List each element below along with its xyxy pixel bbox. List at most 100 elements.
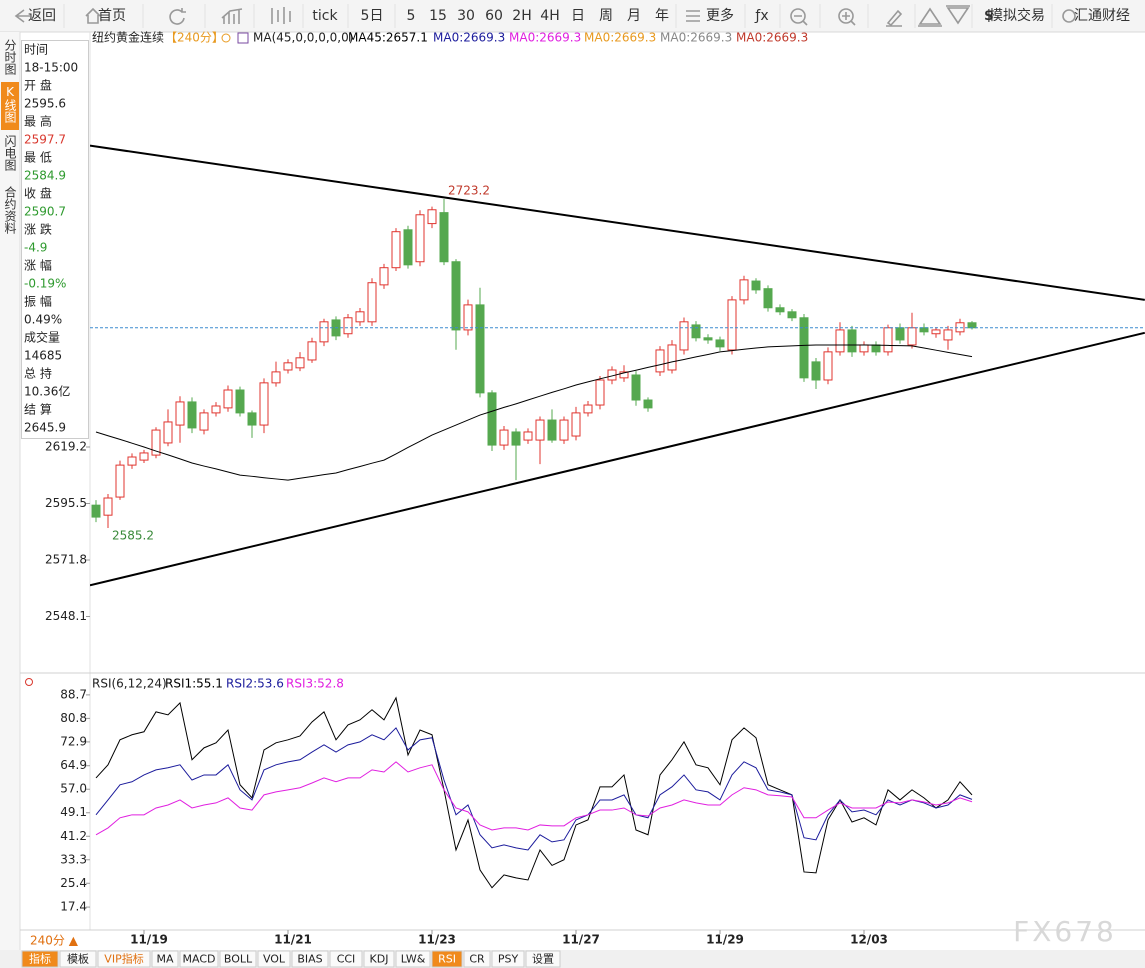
toolbar-button[interactable]: ƒx <box>754 8 768 24</box>
x-tick-label: 11/23 <box>418 933 456 947</box>
toolbar-button[interactable]: 汇通财经 <box>1074 8 1130 24</box>
y-tick-label: 72.9 <box>60 734 87 748</box>
side-tab[interactable]: 闪电图 <box>3 135 17 171</box>
candle-body <box>379 267 389 286</box>
candle-body <box>751 280 761 291</box>
candle-body <box>439 212 449 263</box>
toolbar-button[interactable]: 月 <box>627 8 641 24</box>
bottom-tab-bg <box>21 950 59 968</box>
bottom-tab[interactable]: CCI <box>337 953 356 966</box>
candle-body <box>691 324 701 339</box>
candle-body <box>91 504 101 518</box>
y-tick-label: 17.4 <box>60 900 87 914</box>
info-value: 2595.6 <box>24 97 66 111</box>
toolbar-button[interactable]: tick <box>312 8 338 24</box>
period-label: 【240分】 <box>165 31 224 45</box>
bottom-tab-bg <box>491 950 525 968</box>
info-value: 2597.7 <box>24 133 66 147</box>
info-value: 0.49% <box>24 313 62 327</box>
candle-body <box>703 337 713 341</box>
info-label: 时间 <box>24 43 48 57</box>
info-value: 2645.9 <box>24 421 66 435</box>
candle-body <box>115 464 125 498</box>
toolbar-button[interactable]: 5 <box>407 8 416 24</box>
side-tab[interactable]: 分时图 <box>3 39 17 75</box>
bottom-tab[interactable]: 指标 <box>29 952 51 966</box>
bottom-tab[interactable]: KDJ <box>370 953 389 966</box>
toolbar-button[interactable]: 2H <box>512 8 531 24</box>
candle-body <box>655 349 665 373</box>
toolbar-button[interactable]: 15 <box>429 8 447 24</box>
candle-body <box>523 431 533 441</box>
candle-body <box>871 344 881 353</box>
bottom-tab[interactable]: CR <box>469 953 485 966</box>
bottom-tab-bg <box>291 950 329 968</box>
legend-entry: MA0:2669.3 <box>433 31 505 45</box>
toolbar-button[interactable]: 4H <box>540 8 559 24</box>
side-bar <box>0 32 20 968</box>
info-value: 2590.7 <box>24 205 66 219</box>
side-tab[interactable]: K线图 <box>3 85 17 123</box>
side-tab[interactable]: 合约资料 <box>3 185 17 234</box>
down-triangle-icon <box>946 5 970 25</box>
toolbar-button[interactable]: 日 <box>571 8 585 24</box>
low-annotation: 2585.2 <box>112 529 154 543</box>
toolbar-button[interactable]: 首页 <box>98 8 126 24</box>
candle-body <box>283 362 293 371</box>
bottom-tab[interactable]: RSI <box>438 953 456 966</box>
bottom-tab-bg <box>257 950 291 968</box>
bottom-tab[interactable]: PSY <box>498 953 519 966</box>
period-button[interactable]: 240分 ▲ <box>30 934 79 948</box>
candle-body <box>931 329 941 335</box>
info-value: 18-15:00 <box>24 61 78 75</box>
bottom-tab-bg <box>463 950 491 968</box>
bottom-tab-bg <box>329 950 363 968</box>
toolbar-button[interactable]: 5日 <box>361 8 384 24</box>
y-tick-label: 25.4 <box>60 876 87 890</box>
candle-body <box>427 209 437 225</box>
bottom-tab[interactable]: BIAS <box>297 953 322 966</box>
info-value: -0.19% <box>24 277 66 291</box>
toolbar-button[interactable]: 60 <box>485 8 503 24</box>
candle-body <box>151 429 161 456</box>
legend-entry: RSI1:55.1 <box>165 677 223 691</box>
indicator-label: MA(45,0,0,0,0,0) <box>253 31 353 45</box>
pen-icon <box>886 9 903 27</box>
legend-entry: RSI3:52.8 <box>286 677 344 691</box>
bottom-tab[interactable]: MACD <box>183 953 216 966</box>
bottom-tab[interactable]: LW& <box>401 953 426 966</box>
candle-body <box>247 412 257 426</box>
candle-body <box>259 382 269 426</box>
x-tick-label: 11/27 <box>562 933 600 947</box>
toolbar-button[interactable]: 周 <box>599 8 613 24</box>
candle-body <box>967 322 977 329</box>
candle-body <box>319 321 329 343</box>
bottom-tab[interactable]: 设置 <box>532 953 554 966</box>
candle-body <box>223 389 233 409</box>
toolbar-button[interactable]: 模拟交易 <box>989 7 1045 24</box>
legend-entry: RSI2:53.6 <box>226 677 284 691</box>
toolbar-button[interactable]: 30 <box>457 8 475 24</box>
candle-body <box>343 317 353 335</box>
candle-body <box>823 351 833 381</box>
dollar-icon: $ <box>984 8 994 24</box>
toolbar-button[interactable]: 更多 <box>706 7 734 24</box>
bottom-tab[interactable]: BOLL <box>224 953 253 966</box>
info-value: 14685 <box>24 349 62 363</box>
info-value: -4.9 <box>24 241 47 255</box>
toolbar-button[interactable]: 返回 <box>28 8 56 24</box>
x-tick-label: 11/19 <box>130 933 168 947</box>
toolbar-button[interactable]: 年 <box>655 8 669 24</box>
legend-entry: MA0:2669.3 <box>509 31 581 45</box>
candle-body <box>535 419 545 441</box>
candle-body <box>727 299 737 351</box>
candle-body <box>307 341 317 361</box>
bottom-tab[interactable]: MA <box>156 953 173 966</box>
bottom-tab[interactable]: VOL <box>263 953 286 966</box>
bottom-tab[interactable]: VIP指标 <box>104 952 143 966</box>
bottom-tab[interactable]: 模板 <box>67 952 89 966</box>
legend-entry: MA0:2669.3 <box>584 31 656 45</box>
candle-body <box>631 374 641 401</box>
x-tick-label: 11/21 <box>274 933 312 947</box>
y-tick-label: 41.2 <box>60 829 87 843</box>
